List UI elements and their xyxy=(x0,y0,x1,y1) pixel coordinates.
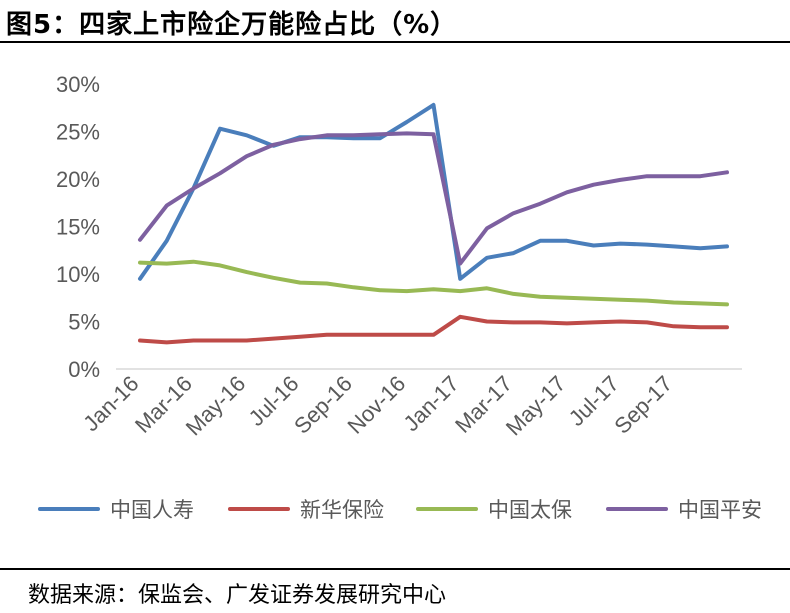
y-tick-label: 0% xyxy=(68,357,100,382)
x-tick-label: May-16 xyxy=(181,371,251,441)
y-tick-label: 15% xyxy=(56,215,100,240)
source-rule xyxy=(0,568,790,570)
chart: 0% 5% 10% 15% 20% 25% 30% Jan-16Mar-16May-16Ju… xyxy=(38,72,762,522)
series-line-1 xyxy=(138,102,729,281)
series-line-2 xyxy=(138,314,729,345)
x-tick-label: Nov-16 xyxy=(343,371,411,439)
legend-label: 中国人寿 xyxy=(110,498,194,522)
x-tick-label: Jan-17 xyxy=(398,371,463,436)
title-rule xyxy=(0,41,790,43)
y-tick-label: 5% xyxy=(68,310,100,335)
x-axis: Jan-16Mar-16May-16Jul-16Sep-16Nov-16Jan-… xyxy=(78,368,742,441)
series-line-3 xyxy=(138,259,729,307)
legend-label: 中国平安 xyxy=(678,498,762,522)
series-line-4 xyxy=(138,131,729,266)
x-tick-label: May-17 xyxy=(501,371,571,441)
x-tick-label: Sep-16 xyxy=(289,371,357,439)
series-lines xyxy=(138,102,729,345)
legend: 中国人寿 新华保险 中国太保 中国平安 xyxy=(38,498,762,522)
y-tick-label: 10% xyxy=(56,262,100,287)
y-axis: 0% 5% 10% 15% 20% 25% 30% xyxy=(56,72,100,382)
source-note: 数据来源：保监会、广发证券发展研究中心 xyxy=(28,583,447,608)
figure-title: 图5：四家上市险企万能险占比（%） xyxy=(6,10,458,40)
y-tick-label: 30% xyxy=(56,72,100,97)
x-tick-label: Sep-17 xyxy=(609,371,677,439)
y-tick-label: 20% xyxy=(56,167,100,192)
y-tick-label: 25% xyxy=(56,120,100,145)
legend-label: 新华保险 xyxy=(300,498,384,522)
legend-label: 中国太保 xyxy=(488,498,572,522)
